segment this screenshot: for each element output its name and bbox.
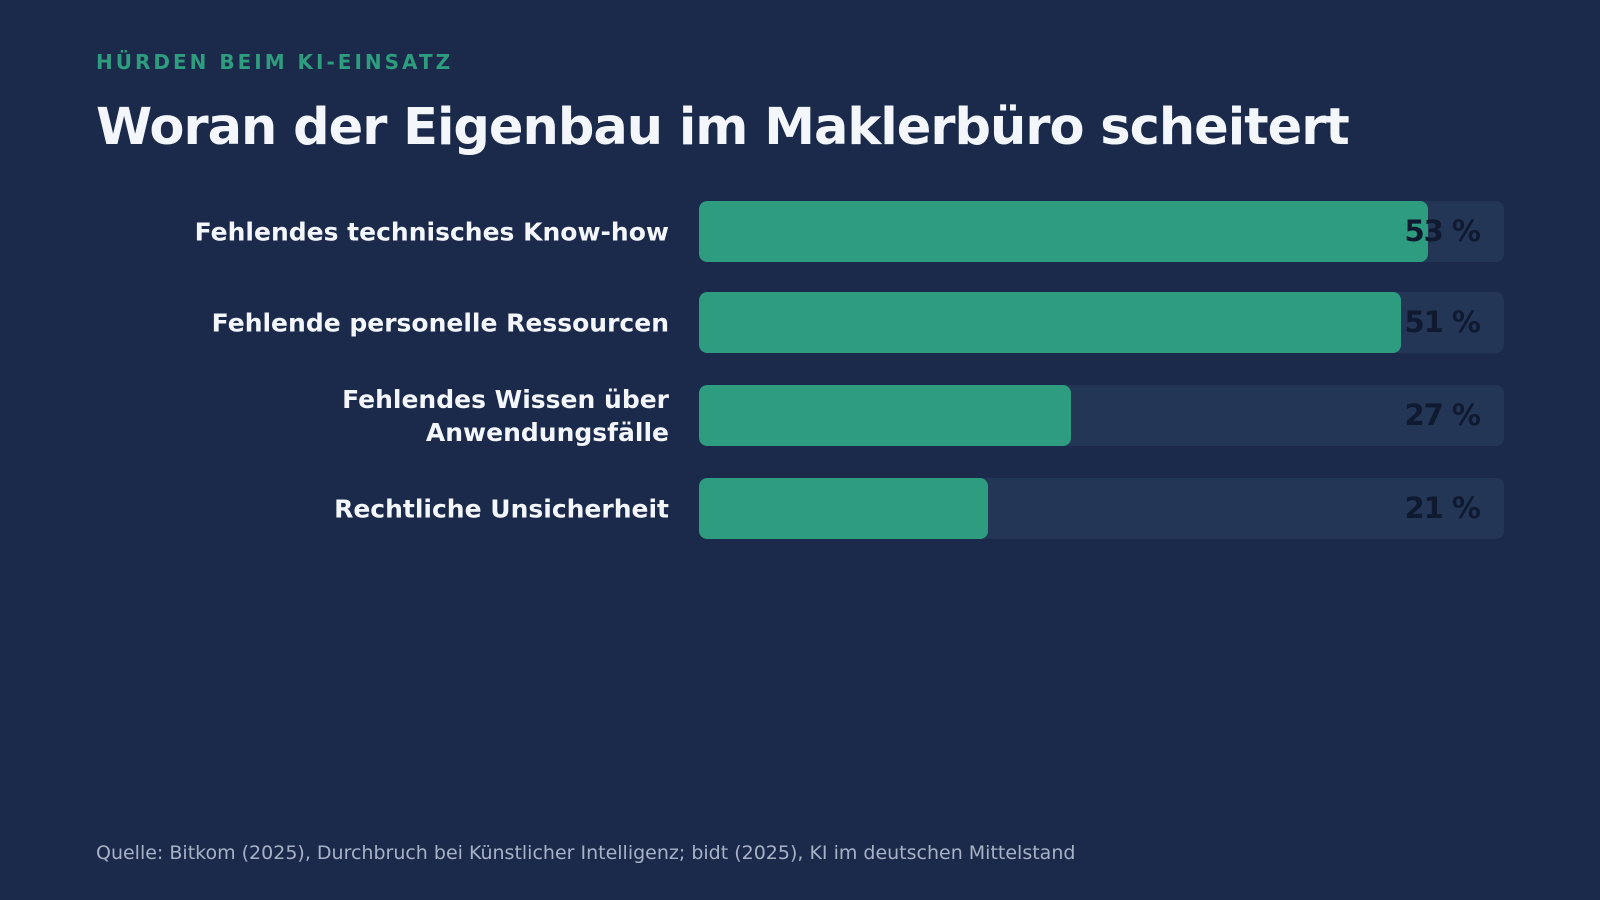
bar xyxy=(699,478,988,539)
bar xyxy=(699,292,1401,353)
bar xyxy=(699,201,1428,262)
bar-chart: Fehlendes technisches Know-how 53 % Fehlen… xyxy=(194,201,1504,539)
category-label: Fehlendes technisches Know-how xyxy=(194,217,669,246)
bar xyxy=(699,385,1071,446)
bar-track: 53 % xyxy=(699,201,1504,262)
source-note: Quelle: Bitkom (2025), Durchbruch bei Kü… xyxy=(96,842,1076,864)
chart-title: Woran der Eigenbau im Maklerbüro scheite… xyxy=(96,98,1350,157)
value-label: 27 % xyxy=(1404,398,1481,432)
bar-track: 21 % xyxy=(699,478,1504,539)
category-label: Fehlende personelle Ressourcen xyxy=(211,308,669,337)
bar-track: 51 % xyxy=(699,292,1504,353)
eyebrow-label: HÜRDEN BEIM KI-EINSATZ xyxy=(96,50,454,74)
value-label: 53 % xyxy=(1404,214,1481,248)
category-label: Rechtliche Unsicherheit xyxy=(334,494,669,523)
category-label: Fehlendes Wissen über Anwendungsfälle xyxy=(342,384,669,447)
value-label: 21 % xyxy=(1404,491,1481,525)
bar-track: 27 % xyxy=(699,385,1504,446)
value-label: 51 % xyxy=(1404,305,1481,339)
